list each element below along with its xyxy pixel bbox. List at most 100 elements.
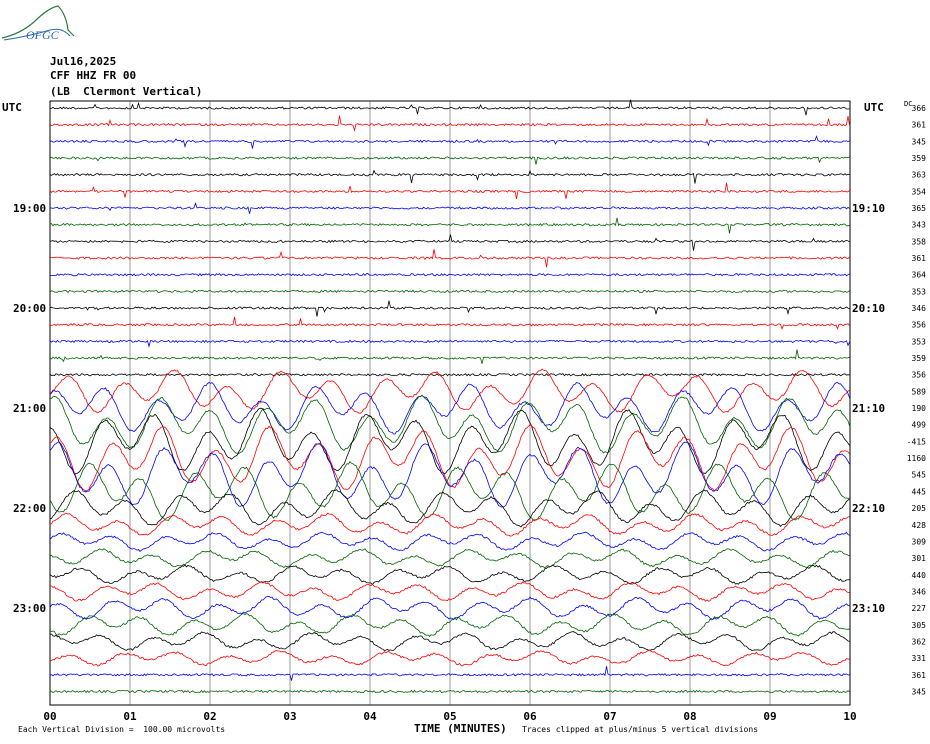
dc-offset-label: 343 xyxy=(912,221,927,230)
dc-offset-label: 301 xyxy=(912,554,927,563)
x-tick-label: 09 xyxy=(763,710,776,723)
dc-offset-label: 362 xyxy=(912,637,927,646)
x-tick-label: 08 xyxy=(683,710,696,723)
dc-offset-label: 346 xyxy=(912,587,927,596)
dc-offset-label: 366 xyxy=(912,104,927,113)
station-id: CFF HHZ FR 00 xyxy=(50,69,137,82)
trace-line xyxy=(49,316,850,330)
trace-line xyxy=(49,689,850,694)
dc-offset-label: 353 xyxy=(912,287,927,296)
dc-offset-label: 354 xyxy=(912,187,927,196)
trace-line xyxy=(49,631,850,652)
scale-note: Each Vertical Division = 100.00 microvol… xyxy=(18,725,226,734)
x-tick-label: 00 xyxy=(43,710,56,723)
x-tick-label: 02 xyxy=(203,710,216,723)
trace-line xyxy=(49,234,850,251)
trace-line xyxy=(49,441,850,508)
dc-offset-label: 363 xyxy=(912,171,927,180)
trace-line xyxy=(49,612,850,637)
x-tick-label: 10 xyxy=(843,710,856,723)
dc-offset-label: 353 xyxy=(912,337,927,346)
dc-offset-label: 445 xyxy=(912,487,927,496)
trace-line xyxy=(49,512,850,537)
dc-offset-label: 359 xyxy=(912,354,927,363)
dc-offset-label: 356 xyxy=(912,371,927,380)
trace-line xyxy=(49,531,850,552)
dc-offset-label: 227 xyxy=(912,604,927,613)
dc-offset-labels: 366 361 345 359 363 354 365 343 358 361 364 353 346 3… xyxy=(907,104,926,696)
dc-offset-label: 309 xyxy=(912,537,927,546)
trace-line xyxy=(49,115,850,132)
trace-line xyxy=(49,339,850,348)
dc-offset-label: 345 xyxy=(912,137,927,146)
trace-line xyxy=(49,564,850,586)
dc-offset-label: 356 xyxy=(912,321,927,330)
x-tick-label: 06 xyxy=(523,710,537,723)
time-grid xyxy=(49,100,851,706)
trace-line xyxy=(49,182,850,199)
trace-line xyxy=(49,394,850,454)
x-axis-label: TIME (MINUTES) xyxy=(414,722,507,735)
trace-line xyxy=(49,272,850,277)
trace-line xyxy=(49,202,850,214)
dc-offset-label: 364 xyxy=(912,271,927,280)
x-tick-labels: 00 01 02 03 04 05 06 07 08 09 10 xyxy=(43,710,856,723)
dc-offset-label: 361 xyxy=(912,121,927,130)
trace-line xyxy=(49,349,850,364)
trace-line xyxy=(49,580,850,602)
dc-offset-label: 440 xyxy=(912,571,927,580)
dc-offset-label: 589 xyxy=(912,387,927,396)
dc-offset-label: 361 xyxy=(912,671,927,680)
dc-offset-label: 365 xyxy=(912,204,927,213)
trace-line xyxy=(49,135,850,149)
right-hour-label: 22:10 xyxy=(852,502,885,515)
trace-line xyxy=(49,407,850,475)
left-hour-label: 20:00 xyxy=(13,302,46,315)
trace-line xyxy=(49,300,850,317)
right-hour-label: 23:10 xyxy=(852,602,885,615)
left-hour-label: 23:00 xyxy=(13,602,46,615)
dc-offset-label: 545 xyxy=(912,471,927,480)
record-date: Jul16,2025 xyxy=(50,55,117,68)
x-tick-label: 03 xyxy=(283,710,296,723)
right-hour-label: 19:10 xyxy=(852,202,885,215)
trace-line xyxy=(49,666,850,681)
dc-offset-label: 359 xyxy=(912,154,927,163)
trace-line xyxy=(50,249,850,268)
left-hour-label: 22:00 xyxy=(13,502,46,515)
trace-line xyxy=(49,368,850,414)
dc-offset-label: -415 xyxy=(907,437,926,446)
dc-offset-label: 205 xyxy=(912,504,927,513)
trace-line xyxy=(49,595,850,620)
dc-offset-label: 1160 xyxy=(907,454,926,463)
x-tick-label: 07 xyxy=(603,710,616,723)
dc-offset-label: 190 xyxy=(912,404,927,413)
dc-offset-label: 428 xyxy=(912,521,927,530)
dc-offset-label: 305 xyxy=(912,621,927,630)
trace-line xyxy=(49,461,850,521)
x-tick-label: 01 xyxy=(123,710,137,723)
dc-offset-label: 331 xyxy=(912,654,927,663)
trace-line xyxy=(49,649,850,667)
dc-offset-label: 361 xyxy=(912,254,927,263)
utc-right-label: UTC xyxy=(864,101,884,114)
x-tick-label: 05 xyxy=(443,710,456,723)
trace-line xyxy=(49,156,850,165)
trace-line xyxy=(49,169,850,184)
left-hour-label: 19:00 xyxy=(13,202,46,215)
utc-left-label: UTC xyxy=(2,101,22,114)
x-tick-label: 04 xyxy=(363,710,377,723)
trace-group xyxy=(49,99,850,694)
trace-line xyxy=(49,99,850,116)
trace-line xyxy=(49,373,850,377)
station-location: (LB Clermont Vertical) xyxy=(50,85,203,98)
right-hour-label: 21:10 xyxy=(852,402,885,415)
trace-line xyxy=(49,382,850,435)
dc-offset-label: 499 xyxy=(912,421,927,430)
trace-line xyxy=(49,217,850,234)
left-hour-label: 21:00 xyxy=(13,402,46,415)
dc-label: DC xyxy=(904,100,912,108)
trace-line xyxy=(49,548,850,569)
logo-text: OFGC xyxy=(26,28,60,42)
